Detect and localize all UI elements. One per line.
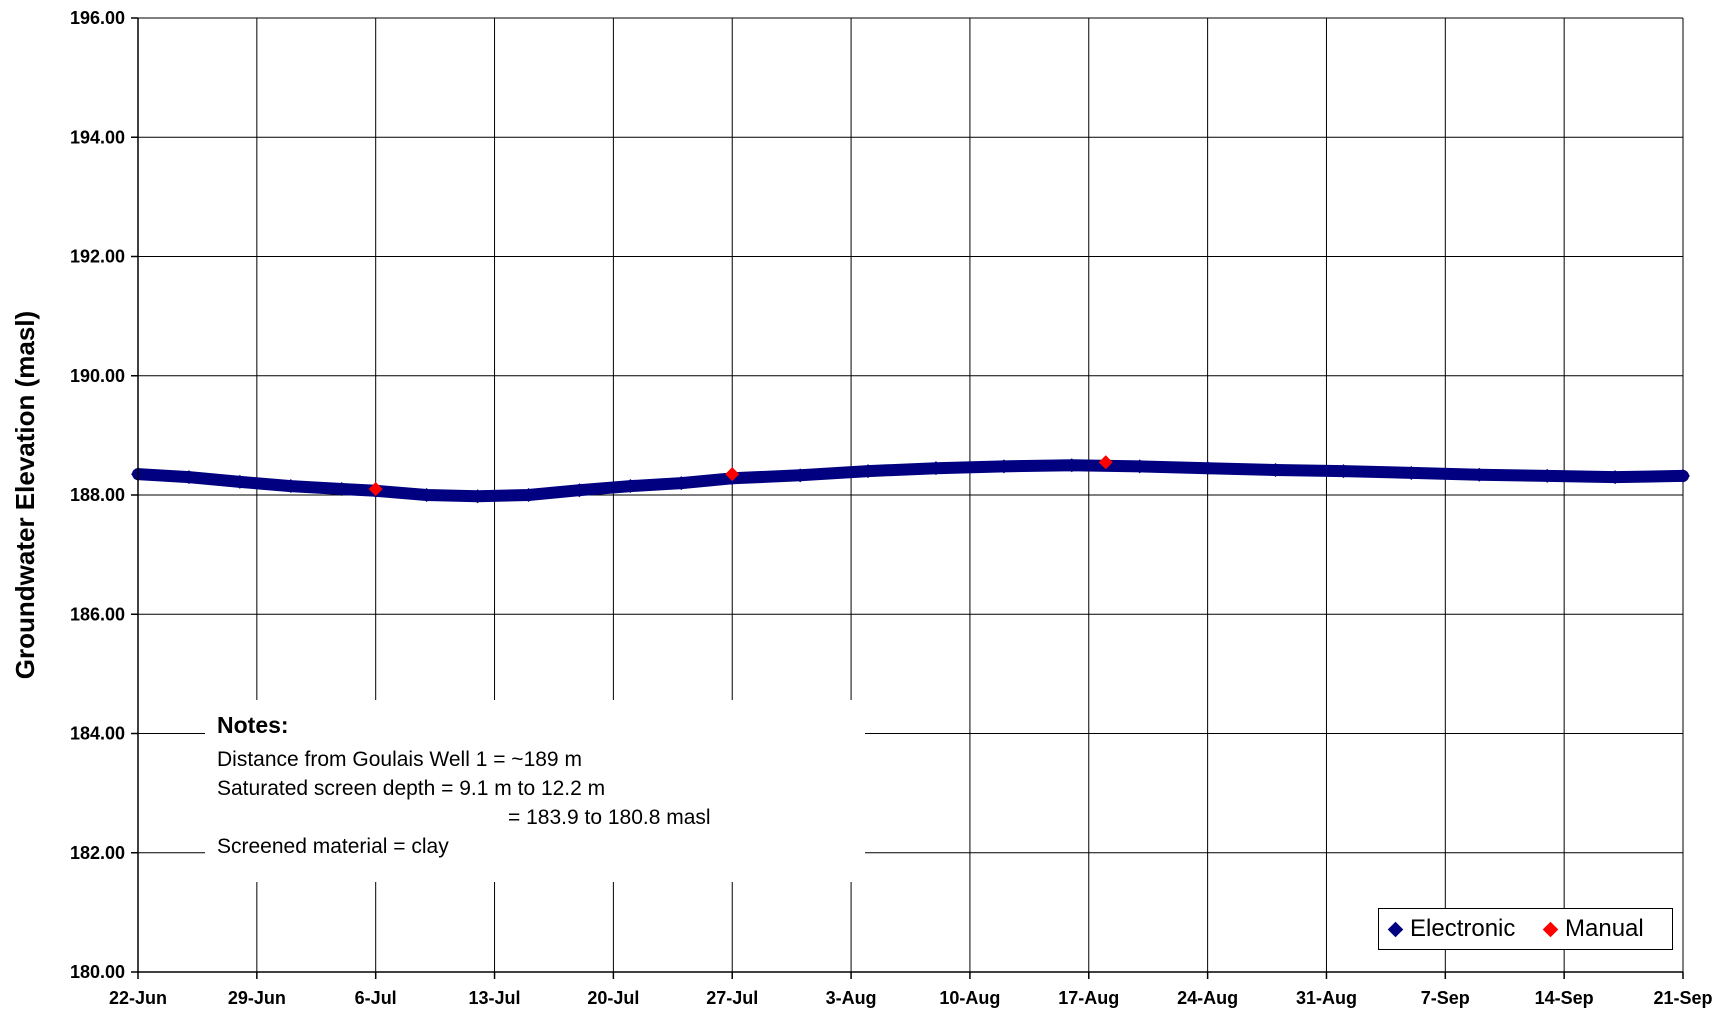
manual-point	[1098, 455, 1113, 470]
diamond-marker-icon	[1387, 921, 1404, 937]
electronic-point	[470, 489, 485, 504]
legend: Electronic Manual	[1378, 908, 1673, 950]
x-tick-label: 13-Jul	[469, 988, 521, 1008]
axes	[137, 18, 1683, 973]
electronic-point	[1608, 470, 1623, 485]
diamond-marker-icon	[1542, 921, 1559, 937]
electronic-point	[521, 488, 536, 502]
electronic-point	[861, 464, 876, 479]
electronic-point	[572, 483, 587, 498]
x-tick-label: 20-Jul	[587, 988, 639, 1008]
notes-screen-depth: Saturated screen depth = 9.1 m to 12.2 m	[217, 777, 606, 800]
electronic-point	[1132, 459, 1147, 474]
data-series	[131, 455, 1690, 504]
series-electronic	[131, 458, 1690, 504]
x-tick-label: 31-Aug	[1296, 988, 1357, 1008]
y-tick-label: 194.00	[70, 127, 125, 147]
x-tick-label: 7-Sep	[1421, 988, 1470, 1008]
electronic-point	[1472, 467, 1487, 482]
y-tick-label: 190.00	[70, 366, 125, 386]
x-tick-labels: 22-Jun 29-Jun 6-Jul 13-Jul 20-Jul 27-Jul 3-Aug…	[109, 988, 1713, 1008]
electronic-point	[793, 468, 808, 483]
legend-item-manual: Manual	[1542, 915, 1644, 943]
electronic-point	[996, 459, 1011, 474]
notes-screened-material: Screened material = clay	[217, 835, 449, 858]
electronic-point	[232, 474, 247, 489]
electronic-point	[928, 461, 943, 476]
manual-point	[368, 482, 383, 497]
electronic-point	[334, 482, 349, 497]
notes-distance: Distance from Goulais Well 1 = ~189 m	[217, 748, 582, 771]
x-tick-label: 27-Jul	[706, 988, 758, 1008]
electronic-point	[419, 488, 434, 502]
y-tick-label: 180.00	[70, 962, 125, 982]
electronic-point	[1064, 458, 1079, 473]
x-tick-label: 14-Sep	[1535, 988, 1594, 1008]
x-tick-label: 3-Aug	[826, 988, 877, 1008]
legend-label-electronic: Electronic	[1410, 915, 1516, 942]
y-tick-label: 182.00	[70, 843, 125, 863]
y-tick-label: 184.00	[70, 724, 125, 744]
x-tick-label: 24-Aug	[1177, 988, 1238, 1008]
legend-item-electronic: Electronic	[1387, 915, 1516, 943]
y-tick-label: 196.00	[70, 8, 125, 28]
x-tick-label: 10-Aug	[939, 988, 1000, 1008]
series-manual	[368, 455, 1113, 497]
x-tick-label: 6-Jul	[355, 988, 397, 1008]
manual-point	[725, 467, 740, 482]
notes-title: Notes:	[217, 712, 289, 738]
x-tick-label: 29-Jun	[228, 988, 286, 1008]
y-axis-title: Groundwater Elevation (masl)	[10, 311, 40, 679]
notes-screen-elevation: = 183.9 to 180.8 masl	[508, 806, 711, 829]
electronic-point	[1336, 464, 1351, 479]
x-tick-label: 17-Aug	[1058, 988, 1119, 1008]
y-tick-label: 188.00	[70, 485, 125, 505]
x-tick-label: 21-Sep	[1653, 988, 1712, 1008]
electronic-point	[674, 476, 689, 491]
electronic-point	[283, 479, 298, 494]
electronic-point	[1404, 465, 1419, 480]
legend-label-manual: Manual	[1565, 915, 1644, 942]
electronic-point	[623, 479, 638, 494]
y-tick-label: 192.00	[70, 247, 125, 267]
y-tick-label: 186.00	[70, 604, 125, 624]
electronic-point	[1200, 461, 1215, 476]
electronic-point	[1540, 468, 1555, 483]
electronic-point	[1268, 462, 1283, 477]
electronic-point	[181, 470, 196, 485]
y-tick-labels: 180.00 182.00 184.00 186.00 188.00 190.00 192.…	[70, 8, 125, 982]
notes-box: Notes: Distance from Goulais Well 1 = ~1…	[205, 700, 865, 882]
electronic-point	[1676, 468, 1690, 483]
x-tick-label: 22-Jun	[109, 988, 167, 1008]
